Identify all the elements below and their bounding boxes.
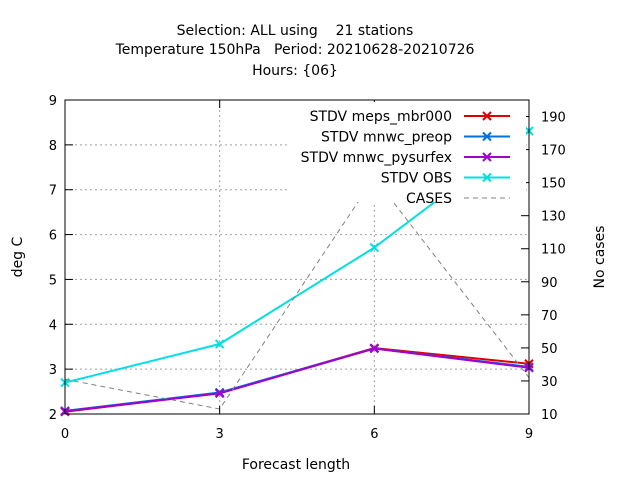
legend-label: CASES — [406, 191, 452, 207]
series-cases — [64, 176, 530, 410]
series-stdv-meps-mbr000 — [60, 343, 534, 417]
legend: STDV meps_mbr000 STDV mnwc_preop STDV mnwc… — [290, 102, 526, 207]
y2-tick-label: 30 — [541, 375, 558, 390]
data-point — [214, 339, 225, 349]
legend-label: STDV OBS — [381, 171, 452, 187]
title-line-3: Hours: {06} — [252, 63, 338, 79]
y2-tick-label: 150 — [541, 177, 566, 192]
y-tick-label: 8 — [49, 139, 57, 154]
y2-tick-label: 70 — [541, 309, 558, 324]
data-point — [214, 388, 225, 399]
y2-tick-label: 10 — [541, 408, 558, 423]
legend-marker — [482, 111, 492, 121]
series-line — [64, 176, 530, 410]
x-tick-label: 3 — [216, 427, 224, 442]
y-tick-label: 7 — [49, 184, 57, 199]
y-tick-label: 5 — [49, 273, 57, 288]
title-line-2: Temperature 150hPa Period: 20210628-2021… — [115, 42, 475, 58]
y-axis-label: deg C — [10, 236, 26, 277]
legend-background — [290, 102, 526, 202]
y2-tick-label: 110 — [541, 243, 566, 258]
y2-tick-label: 190 — [541, 111, 566, 126]
legend-marker — [482, 152, 492, 162]
y2-tick-label: 50 — [541, 342, 558, 357]
y-tick-label: 6 — [49, 229, 57, 244]
title-line-1: Selection: ALL using 21 stations — [177, 23, 414, 39]
x-axis-label: Forecast length — [242, 457, 350, 473]
series-stdv-mnwc-pysurfex — [60, 343, 534, 417]
y-tick-label: 9 — [49, 94, 57, 109]
y-tick-label: 4 — [49, 318, 57, 333]
x-tick-label: 9 — [525, 427, 533, 442]
legend-label: STDV mnwc_preop — [321, 130, 452, 146]
y2-tick-label: 90 — [541, 276, 558, 291]
series-line — [64, 347, 530, 412]
y-tick-label: 3 — [49, 363, 57, 378]
data-point — [369, 242, 380, 253]
y-tick-label: 2 — [49, 408, 57, 423]
y2-tick-label: 130 — [541, 210, 566, 225]
legend-marker — [482, 172, 492, 183]
chart-title: Selection: ALL using 21 stations Tempera… — [115, 23, 475, 79]
x-tick-label: 0 — [61, 427, 69, 442]
y2-axis-label: No cases — [592, 226, 608, 289]
y2-tick-label: 170 — [541, 144, 566, 159]
legend-label: STDV mnwc_pysurfex — [301, 150, 452, 166]
legend-marker — [482, 131, 492, 142]
x-tick-label: 6 — [370, 427, 378, 442]
plot-frame — [64, 99, 530, 415]
series-line — [64, 347, 530, 413]
data-point — [369, 343, 380, 354]
legend-label: STDV meps_mbr000 — [310, 109, 452, 125]
